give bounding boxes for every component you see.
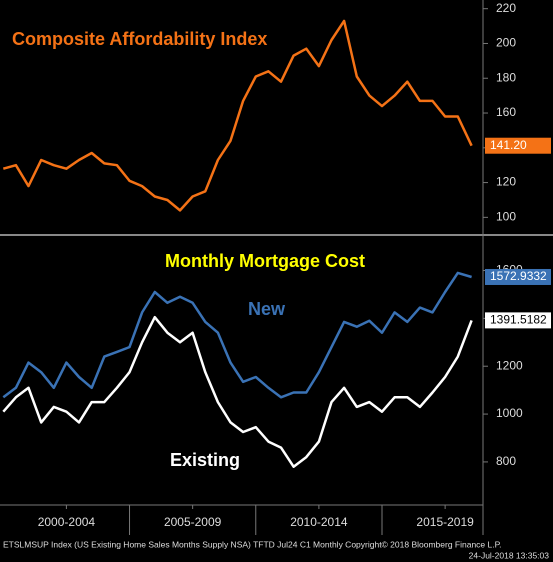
last-value-badge: [485, 137, 551, 154]
chart-title: Monthly Mortgage Cost: [165, 251, 365, 271]
series-line: [2, 19, 473, 212]
y-tick-label: 160: [496, 105, 516, 119]
annotation: New: [248, 299, 286, 319]
y-tick-label: 180: [496, 70, 516, 84]
footer-source: ETSLMSUP Index (US Existing Home Sales M…: [3, 539, 502, 549]
y-tick-label: 1000: [496, 406, 523, 420]
x-tick-label: 2010-2014: [290, 515, 348, 529]
last-value-label: 1391.5182: [490, 313, 547, 327]
y-tick-label: 120: [496, 175, 516, 189]
last-value-label: 141.20: [490, 138, 527, 152]
last-value-badge: [485, 312, 551, 329]
x-tick-label: 2000-2004: [38, 515, 96, 529]
last-value-badge: [485, 268, 551, 285]
y-tick-label: 800: [496, 454, 516, 468]
last-value-label: 1572.9332: [490, 269, 547, 283]
chart-title: Composite Affordability Index: [12, 29, 267, 49]
y-tick-label: 100: [496, 210, 516, 224]
y-tick-label: 200: [496, 36, 516, 50]
series-line: [2, 271, 472, 399]
x-tick-label: 2005-2009: [164, 515, 222, 529]
footer-timestamp: 24-Jul-2018 13:35:03: [469, 550, 550, 560]
annotation: Existing: [170, 450, 240, 470]
x-tick-label: 2015-2019: [416, 515, 474, 529]
series-line: [2, 315, 473, 468]
y-tick-label: 1200: [496, 358, 523, 372]
y-tick-label: 220: [496, 1, 516, 15]
